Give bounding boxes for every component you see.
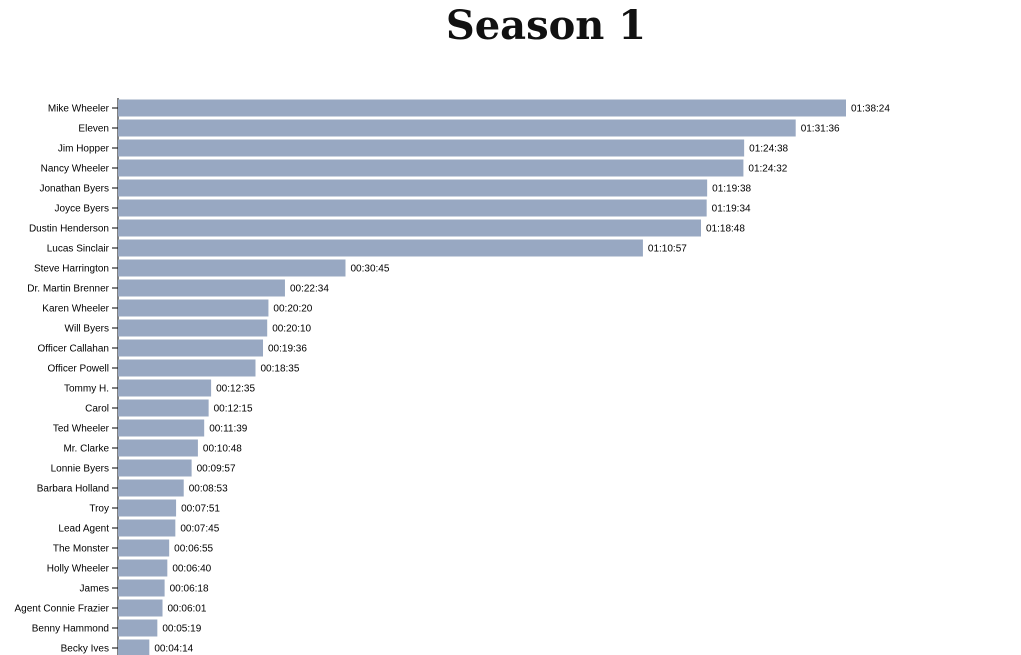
value-label: 00:06:18	[170, 584, 209, 595]
value-label: 00:06:01	[168, 604, 207, 615]
category-label: Mike Wheeler	[48, 104, 110, 115]
bar	[118, 339, 264, 357]
value-label: 00:30:45	[351, 264, 390, 275]
bar	[118, 279, 285, 297]
bar	[118, 299, 269, 317]
category-label: Joyce Byers	[55, 204, 109, 215]
bar	[118, 159, 744, 177]
category-label: Becky Ives	[61, 644, 109, 655]
bar	[118, 539, 170, 557]
value-label: 00:20:10	[272, 324, 311, 335]
value-label: 01:10:57	[648, 244, 687, 255]
value-label: 00:12:15	[214, 404, 253, 415]
value-label: 00:22:34	[290, 284, 329, 295]
bar	[118, 579, 165, 597]
value-label: 01:18:48	[706, 224, 745, 235]
category-label: Troy	[89, 504, 109, 515]
value-label: 00:12:35	[216, 384, 255, 395]
bar	[118, 619, 158, 637]
bar	[118, 459, 192, 477]
value-label: 00:08:53	[189, 484, 228, 495]
category-label: Mr. Clarke	[63, 444, 109, 455]
value-label: 01:24:38	[749, 144, 788, 155]
category-label: Officer Powell	[47, 364, 109, 375]
bar	[118, 559, 168, 577]
value-label: 00:19:36	[268, 344, 307, 355]
value-label: 00:11:39	[209, 424, 248, 435]
bar	[118, 439, 198, 457]
chart-title: Season 1	[445, 2, 647, 49]
bar	[118, 319, 268, 337]
value-label: 00:20:20	[273, 304, 312, 315]
category-label: Jonathan Byers	[40, 184, 110, 195]
category-label: Benny Hammond	[32, 624, 109, 635]
category-label: Eleven	[78, 124, 109, 135]
bar	[118, 259, 346, 277]
category-label: Holly Wheeler	[47, 564, 110, 575]
value-label: 01:24:32	[748, 164, 787, 175]
category-label: Agent Connie Frazier	[15, 604, 110, 615]
bar	[118, 219, 701, 237]
category-label: Jim Hopper	[58, 144, 110, 155]
category-label: Lead Agent	[58, 524, 109, 535]
category-label: Karen Wheeler	[42, 304, 109, 315]
category-label: Lonnie Byers	[51, 464, 109, 475]
category-label: Officer Callahan	[37, 344, 109, 355]
value-label: 00:07:51	[181, 504, 220, 515]
bar	[118, 139, 745, 157]
category-label: The Monster	[53, 544, 110, 555]
value-label: 01:19:38	[712, 184, 751, 195]
category-label: Dr. Martin Brenner	[27, 284, 109, 295]
category-label: James	[80, 584, 109, 595]
y-axis: Mike Wheeler Eleven Jim Hopper Nancy Wheele…	[15, 98, 119, 655]
value-label: 00:06:55	[174, 544, 213, 555]
value-label: 00:07:45	[180, 524, 219, 535]
value-label: 00:04:14	[154, 644, 193, 655]
value-label: 00:09:57	[197, 464, 236, 475]
category-label: Lucas Sinclair	[47, 244, 110, 255]
bar	[118, 639, 150, 655]
value-label: 01:38:24	[851, 104, 890, 115]
category-label: Steve Harrington	[34, 264, 109, 275]
bar	[118, 99, 846, 117]
bar	[118, 199, 707, 217]
bar	[118, 479, 184, 497]
bars: 01:38:24 01:31:36 01:24:38 01:24:32 01:19:38…	[118, 99, 890, 655]
bar	[118, 399, 209, 417]
value-label: 01:31:36	[801, 124, 840, 135]
category-label: Barbara Holland	[37, 484, 109, 495]
bar	[118, 499, 177, 517]
category-label: Dustin Henderson	[29, 224, 109, 235]
category-label: Nancy Wheeler	[41, 164, 110, 175]
bar	[118, 379, 212, 397]
bar	[118, 599, 163, 617]
bar	[118, 519, 176, 537]
bar	[118, 119, 796, 137]
bar	[118, 239, 643, 257]
bar	[118, 419, 205, 437]
value-label: 00:05:19	[162, 624, 201, 635]
value-label: 00:06:40	[172, 564, 211, 575]
category-label: Tommy H.	[64, 384, 109, 395]
bar	[118, 359, 256, 377]
category-label: Will Byers	[65, 324, 109, 335]
value-label: 00:18:35	[260, 364, 299, 375]
category-label: Carol	[85, 404, 109, 415]
bar	[118, 179, 708, 197]
value-label: 00:10:48	[203, 444, 242, 455]
value-label: 01:19:34	[712, 204, 751, 215]
category-label: Ted Wheeler	[53, 424, 110, 435]
